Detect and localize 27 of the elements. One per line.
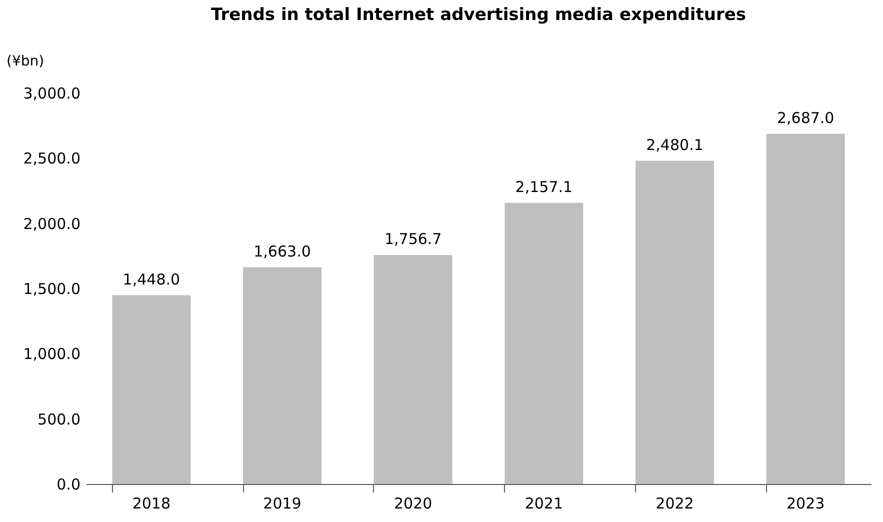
y-tick-label: 2,000.0: [23, 214, 80, 233]
x-tick-label: 2019: [263, 494, 302, 512]
data-label: 2,480.1: [646, 136, 704, 154]
y-tick-label: 0.0: [56, 476, 80, 494]
data-label: 1,663.0: [254, 242, 311, 260]
data-label: 1,448.0: [122, 270, 180, 288]
y-tick-label: 3,000.0: [23, 84, 80, 102]
x-tick-label: 2018: [132, 494, 171, 512]
x-tick-label: 2022: [656, 494, 694, 512]
x-tick-label: 2021: [524, 494, 564, 512]
y-axis-title: (¥bn): [6, 54, 44, 70]
bar: [112, 295, 191, 484]
bar: [636, 160, 714, 484]
y-tick-label: 1,500.0: [23, 280, 80, 298]
bar: [243, 267, 322, 484]
x-tick-label: 2023: [786, 494, 825, 512]
bar: [766, 134, 845, 484]
data-label: 2,157.1: [515, 178, 573, 196]
data-label: 1,756.7: [384, 230, 442, 248]
y-tick-label: 500.0: [38, 410, 80, 428]
chart-title: Trends in total Internet advertising media expenditures: [210, 5, 746, 25]
bar: [504, 202, 584, 484]
data-label: 2,687.0: [776, 108, 834, 127]
bar: [374, 255, 452, 484]
x-tick-label: 2020: [394, 494, 432, 512]
y-tick-label: 2,500.0: [23, 150, 80, 168]
y-tick-label: 1,000.0: [23, 345, 80, 364]
